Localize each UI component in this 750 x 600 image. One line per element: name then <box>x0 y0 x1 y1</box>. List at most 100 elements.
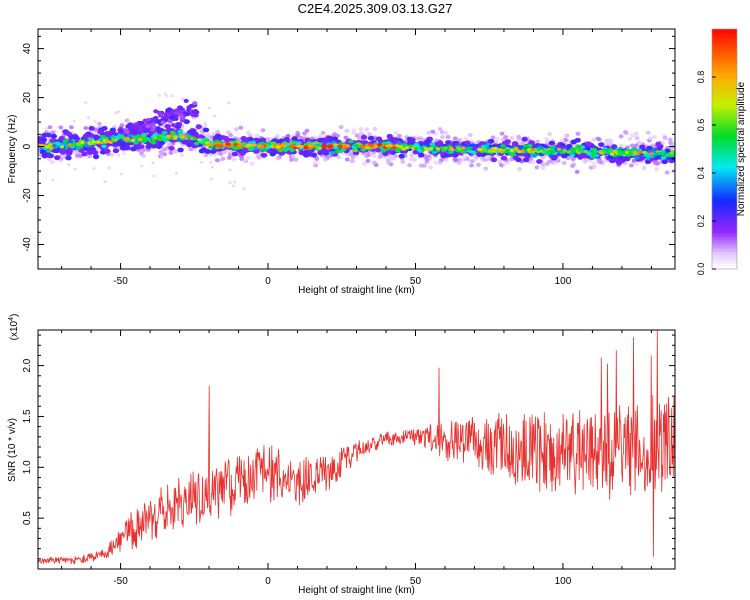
heatmap-cell <box>517 150 522 154</box>
heatmap-cell <box>613 158 620 163</box>
heatmap-cell <box>398 153 405 159</box>
heatmap-cell <box>83 133 90 139</box>
colorbar-swatch <box>712 107 737 111</box>
heatmap-cell <box>664 170 670 175</box>
x-axis-label: Height of straight line (km) <box>298 285 415 296</box>
heatmap-cell <box>174 171 179 175</box>
heatmap-cell <box>218 143 225 147</box>
heatmap-cell <box>101 125 108 131</box>
heatmap-cell <box>186 136 192 140</box>
heatmap-cell <box>648 152 654 156</box>
heatmap-cell <box>298 144 304 149</box>
y-tick-label: 0.5 <box>22 511 33 525</box>
heatmap-cell <box>159 156 163 160</box>
heatmap-cell <box>454 148 459 152</box>
heatmap-cell <box>431 150 438 154</box>
heatmap-cell <box>655 161 661 166</box>
heatmap-cell <box>320 144 327 148</box>
heatmap-cell <box>95 140 101 144</box>
y-exponent-label: (x104) <box>8 314 20 341</box>
heatmap-cell <box>521 136 528 142</box>
colorbar-swatch <box>712 80 737 84</box>
heatmap-cell <box>332 145 339 150</box>
colorbar-swatch <box>712 167 737 171</box>
heatmap-cell <box>105 130 113 136</box>
heatmap-cell <box>630 147 637 152</box>
heatmap-cell <box>198 148 206 154</box>
heatmap-cell <box>435 147 441 151</box>
heatmap-cell <box>151 161 155 165</box>
heatmap-cell <box>86 116 91 119</box>
heatmap-cell <box>242 159 246 163</box>
heatmap-cell <box>215 129 221 134</box>
colorbar-swatch <box>712 179 737 183</box>
heatmap-cell <box>111 137 116 142</box>
heatmap-cell <box>165 141 171 146</box>
y-tick-label: 20 <box>22 92 33 104</box>
colorbar-swatch <box>712 158 737 162</box>
heatmap-cell <box>365 158 371 163</box>
heatmap-cell <box>445 134 451 139</box>
heatmap-cell <box>480 144 487 149</box>
heatmap-cell <box>59 149 67 155</box>
colorbar-swatch <box>712 191 737 195</box>
heatmap-cell <box>329 151 336 155</box>
heatmap-cell <box>72 134 79 140</box>
colorbar-swatch <box>712 116 737 120</box>
heatmap-cell <box>372 126 378 131</box>
heatmap-cell <box>118 138 124 143</box>
heatmap-cell <box>469 163 474 168</box>
heatmap-cell <box>103 180 107 184</box>
heatmap-cell <box>341 145 348 149</box>
heatmap-cell <box>656 151 661 156</box>
heatmap-cell <box>165 94 169 98</box>
colorbar-swatch <box>712 227 737 231</box>
heatmap-cell <box>202 127 210 133</box>
heatmap-cell <box>660 141 666 146</box>
heatmap-cell <box>602 149 607 153</box>
heatmap-cell <box>424 157 430 162</box>
heatmap-cell <box>397 134 402 138</box>
heatmap-cell <box>307 144 314 148</box>
heatmap-cell <box>233 180 237 184</box>
colorbar-swatch <box>712 173 737 177</box>
heatmap-cell <box>392 156 397 161</box>
heatmap-cell <box>178 110 184 115</box>
heatmap-cell <box>390 146 397 150</box>
heatmap-cell <box>250 143 257 147</box>
colorbar-swatch <box>712 206 737 210</box>
heatmap-cell <box>109 127 117 133</box>
heatmap-cell <box>113 124 117 127</box>
heatmap-cell <box>174 108 180 113</box>
heatmap-cell <box>181 97 185 100</box>
heatmap-cell <box>452 157 458 162</box>
heatmap-cell <box>441 148 446 152</box>
heatmap-cell <box>92 167 96 170</box>
heatmap-cell <box>49 138 56 144</box>
heatmap-cell <box>208 160 213 164</box>
heatmap-cell <box>71 131 75 135</box>
heatmap-cell <box>504 150 510 154</box>
heatmap-cell <box>91 150 99 156</box>
heatmap-cell <box>338 125 344 130</box>
heatmap-cell <box>350 159 355 164</box>
heatmap-cell <box>141 133 147 137</box>
heatmap-cell <box>255 154 261 159</box>
heatmap-cell <box>457 138 462 143</box>
heatmap-cell <box>453 140 460 146</box>
heatmap-cell <box>607 138 613 143</box>
heatmap-cell <box>400 160 406 164</box>
heatmap-cell <box>228 168 232 172</box>
colorbar-swatch <box>712 239 737 243</box>
heatmap-cell <box>598 142 605 148</box>
heatmap-cell <box>500 155 508 161</box>
heatmap-cell <box>633 161 639 166</box>
heatmap-cell <box>293 157 299 162</box>
x-tick-label: 100 <box>555 576 572 587</box>
colorbar-swatch <box>712 152 737 156</box>
heatmap-cell <box>585 141 592 147</box>
colorbar-swatch <box>712 119 737 123</box>
heatmap-cell <box>637 150 643 154</box>
heatmap-cell <box>189 128 197 134</box>
heatmap-cell <box>452 136 458 141</box>
